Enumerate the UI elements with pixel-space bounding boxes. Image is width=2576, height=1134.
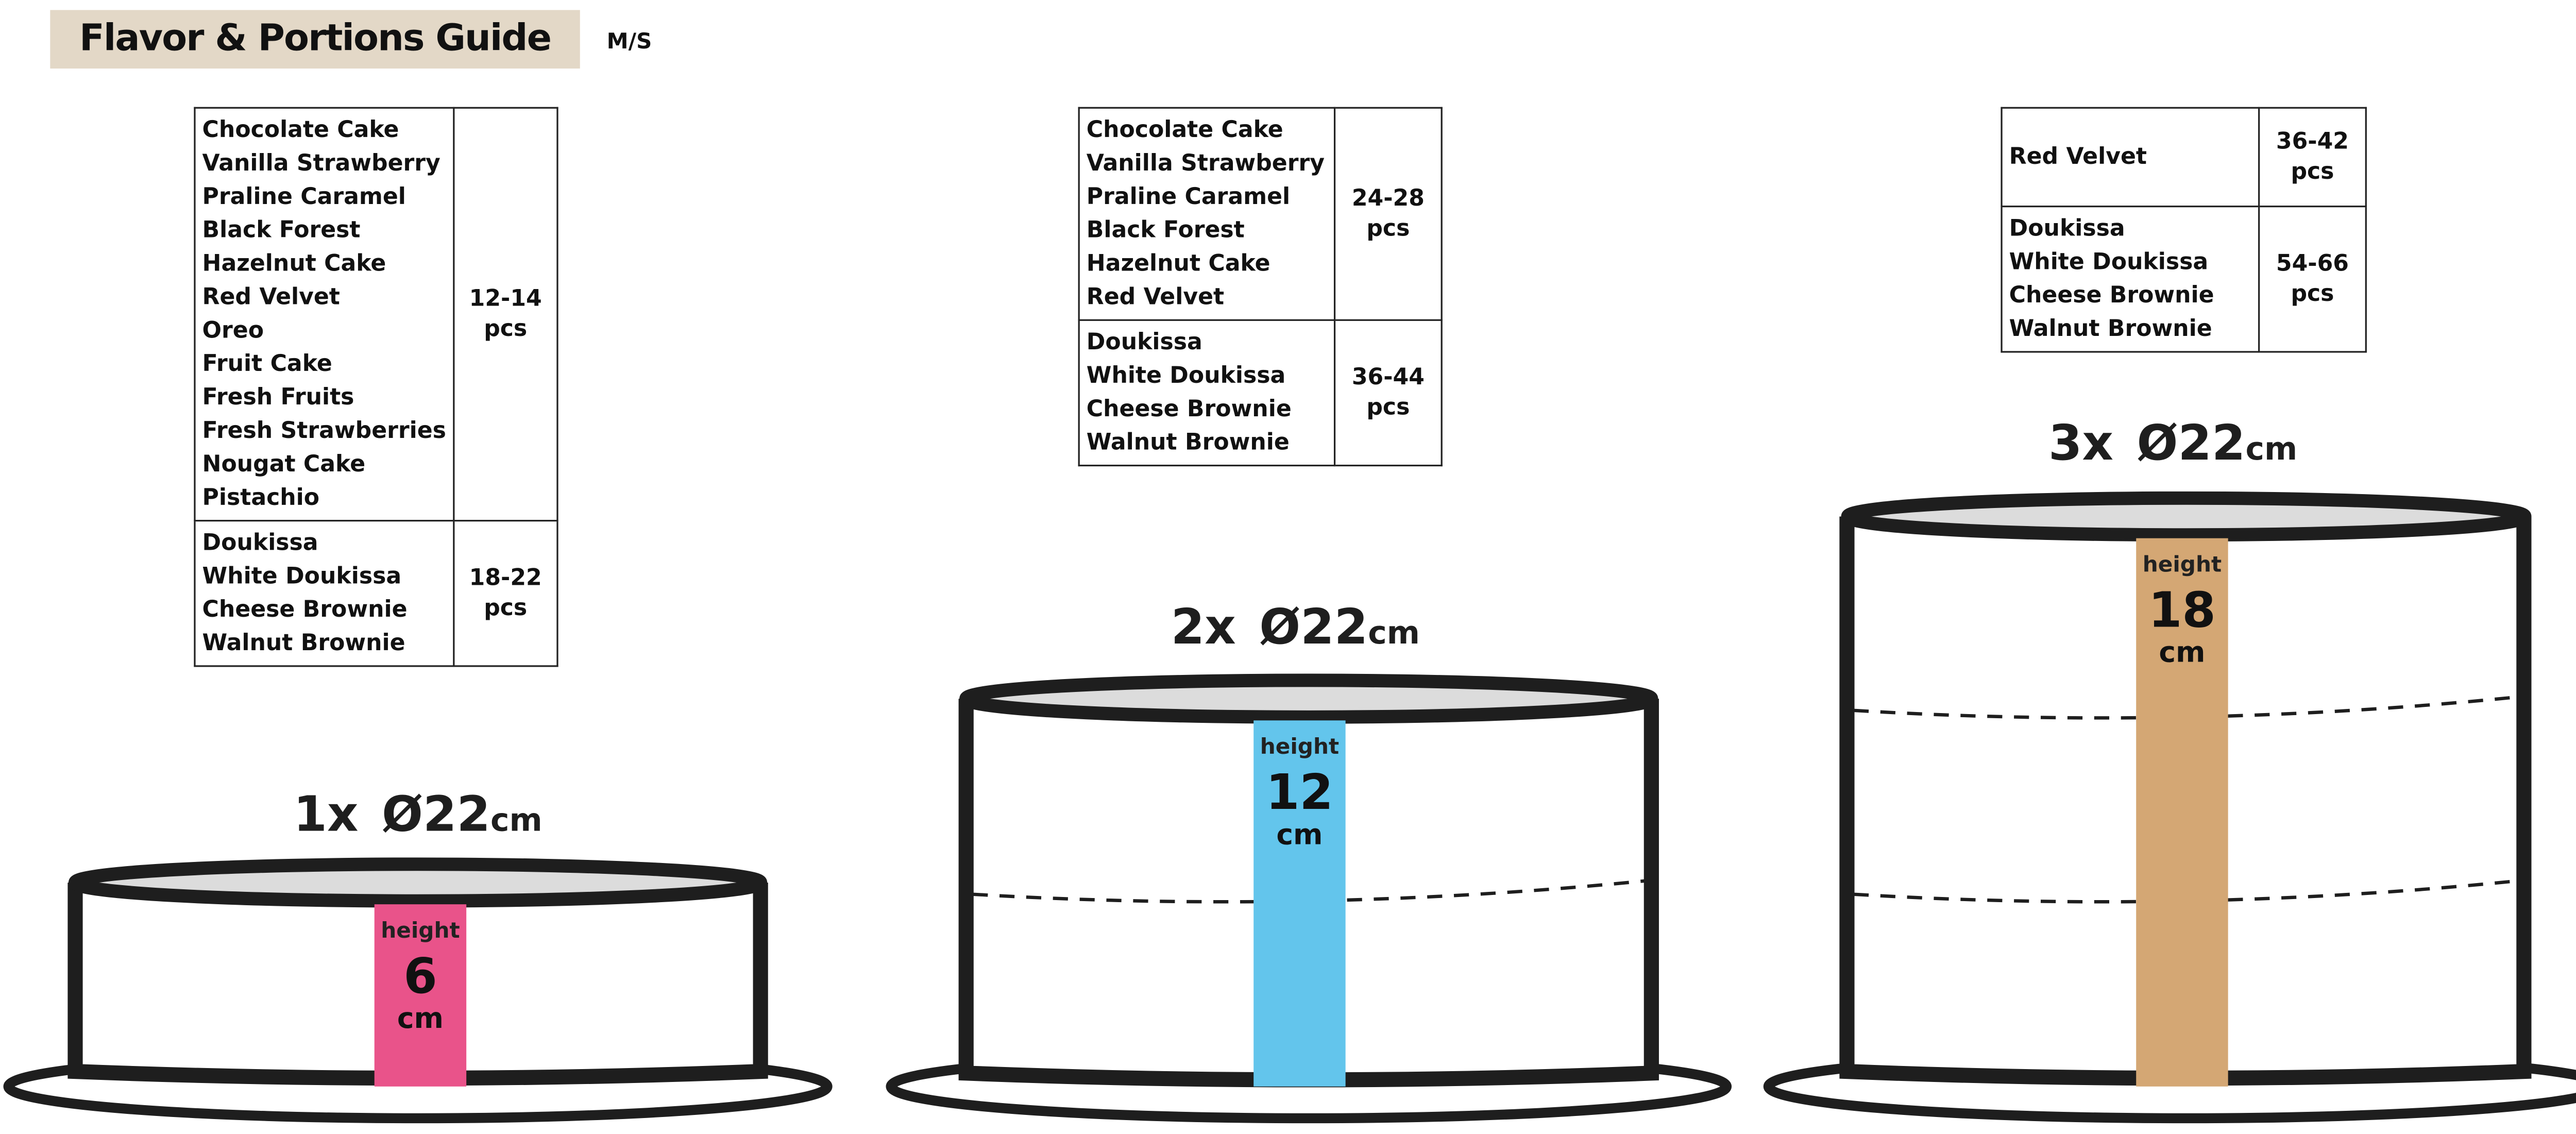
- flavor-name: Fresh Fruits: [202, 384, 354, 412]
- flavor-name: Pistachio: [202, 484, 320, 512]
- table-row: Doukissa White Doukissa Cheese Brownie Waln…: [194, 519, 558, 667]
- flavor-name: Black Forest: [1086, 217, 1245, 244]
- table-row: Chocolate Cake Vanilla Strawberry Praline …: [1078, 107, 1443, 321]
- flavor-name: Walnut Brownie: [202, 630, 405, 657]
- flavor-name: Walnut Brownie: [1086, 429, 1290, 456]
- flavor-name: Doukissa: [202, 530, 318, 557]
- flavor-name: White Doukissa: [2009, 249, 2209, 276]
- flavor-list: Doukissa White Doukissa Cheese Brownie Waln…: [194, 519, 455, 667]
- portion-unit: pcs: [484, 316, 528, 343]
- portion-range: 24-28: [1351, 185, 1425, 213]
- flavor-name: Doukissa: [2009, 215, 2125, 243]
- portion-unit: pcs: [1366, 215, 1410, 243]
- flavor-name: Fresh Strawberries: [202, 418, 446, 445]
- flavor-list: Chocolate Cake Vanilla Strawberry Praline …: [194, 107, 455, 522]
- cake-diameter: Ø22: [2137, 415, 2246, 471]
- cake-diameter-unit: cm: [1368, 614, 1420, 651]
- portion-count: 18-22 pcs: [452, 519, 558, 667]
- flavor-name: Praline Caramel: [202, 183, 406, 211]
- page-title: Flavor & Portions Guide: [50, 10, 580, 69]
- flavor-name: White Doukissa: [1086, 363, 1286, 390]
- flavor-name: Hazelnut Cake: [1086, 250, 1270, 278]
- height-band: [2136, 538, 2228, 1087]
- cake-count: 3x: [2048, 415, 2113, 471]
- cake-size-label: 3x Ø22cm: [2048, 415, 2297, 471]
- height-unit: cm: [2159, 636, 2205, 669]
- height-label: height: [2143, 552, 2222, 577]
- height-label: height: [1260, 734, 1339, 759]
- height-band: [1253, 720, 1346, 1087]
- size-tag: M/S: [606, 30, 652, 56]
- cake-top: [959, 673, 1658, 724]
- table-row: Chocolate Cake Vanilla Strawberry Praline …: [194, 107, 558, 522]
- portion-count: 54-66 pcs: [2258, 206, 2367, 353]
- flavor-name: Nougat Cake: [202, 451, 366, 478]
- flavor-name: Red Velvet: [1086, 284, 1225, 311]
- flavor-name: Hazelnut Cake: [202, 250, 386, 278]
- flavor-name: Vanilla Strawberry: [202, 150, 440, 177]
- portion-count: 12-14 pcs: [452, 107, 558, 522]
- portions-table-2: Chocolate Cake Vanilla Strawberry Praline …: [1078, 107, 1443, 467]
- height-value: 18: [2148, 583, 2216, 639]
- table-row: Doukissa White Doukissa Cheese Brownie Waln…: [2001, 206, 2367, 353]
- portion-count: 36-44 pcs: [1333, 319, 1443, 467]
- portion-unit: pcs: [2291, 281, 2334, 308]
- flavor-name: Cheese Brownie: [2009, 282, 2214, 310]
- cake-count: 2x: [1171, 599, 1236, 655]
- flavor-name: Red Velvet: [2009, 144, 2147, 171]
- cake-count: 1x: [293, 786, 358, 842]
- height-label: height: [381, 918, 460, 943]
- cake-top: [69, 857, 768, 908]
- portion-unit: pcs: [2291, 159, 2334, 186]
- portions-table-3: Red Velvet 36-42 pcs Doukissa White Doukissa…: [2001, 107, 2367, 353]
- flavor-name: Cheese Brownie: [202, 597, 408, 624]
- flavor-name: Doukissa: [1086, 329, 1202, 357]
- height-value: 12: [1266, 765, 1333, 821]
- portion-unit: pcs: [484, 595, 528, 622]
- flavor-name: White Doukissa: [202, 563, 402, 590]
- layer-divider: [972, 879, 1645, 904]
- flavor-list: Red Velvet: [2001, 107, 2260, 208]
- portion-range: 18-22: [469, 565, 542, 592]
- flavor-name: Black Forest: [202, 217, 361, 244]
- table-row: Red Velvet 36-42 pcs: [2001, 107, 2367, 208]
- portion-range: 36-44: [1351, 364, 1425, 392]
- cake-diameter: Ø22: [1259, 599, 1368, 655]
- height-unit: cm: [397, 1002, 444, 1035]
- portion-range: 36-42: [2276, 128, 2349, 156]
- portion-range: 54-66: [2276, 250, 2349, 278]
- cake-diameter: Ø22: [382, 786, 490, 842]
- portions-table-1: Chocolate Cake Vanilla Strawberry Praline …: [194, 107, 558, 667]
- height-unit: cm: [1276, 818, 1323, 851]
- cake-top: [1841, 491, 2532, 542]
- cake-diameter-unit: cm: [490, 801, 543, 838]
- flavor-name: Chocolate Cake: [202, 117, 399, 144]
- flavor-name: Oreo: [202, 317, 264, 345]
- flavor-name: Praline Caramel: [1086, 183, 1291, 211]
- portion-count: 24-28 pcs: [1333, 107, 1443, 321]
- table-row: Doukissa White Doukissa Cheese Brownie Waln…: [1078, 319, 1443, 467]
- height-band: [374, 904, 467, 1087]
- flavor-name: Red Velvet: [202, 284, 340, 311]
- cake-diameter-unit: cm: [2245, 430, 2297, 467]
- portion-unit: pcs: [1366, 394, 1410, 421]
- flavor-name: Chocolate Cake: [1086, 117, 1283, 144]
- flavor-list: Doukissa White Doukissa Cheese Brownie Waln…: [1078, 319, 1336, 467]
- flavor-list: Chocolate Cake Vanilla Strawberry Praline …: [1078, 107, 1336, 321]
- flavor-name: Walnut Brownie: [2009, 316, 2212, 343]
- flavor-name: Fruit Cake: [202, 351, 332, 378]
- cake-size-label: 2x Ø22cm: [1171, 599, 1420, 655]
- cake-size-label: 1x Ø22cm: [293, 786, 542, 842]
- flavor-list: Doukissa White Doukissa Cheese Brownie Waln…: [2001, 206, 2260, 353]
- flavor-name: Cheese Brownie: [1086, 396, 1292, 423]
- portion-range: 12-14: [469, 285, 542, 313]
- flavor-name: Vanilla Strawberry: [1086, 150, 1325, 177]
- portion-count: 36-42 pcs: [2258, 107, 2367, 208]
- height-value: 6: [403, 949, 437, 1005]
